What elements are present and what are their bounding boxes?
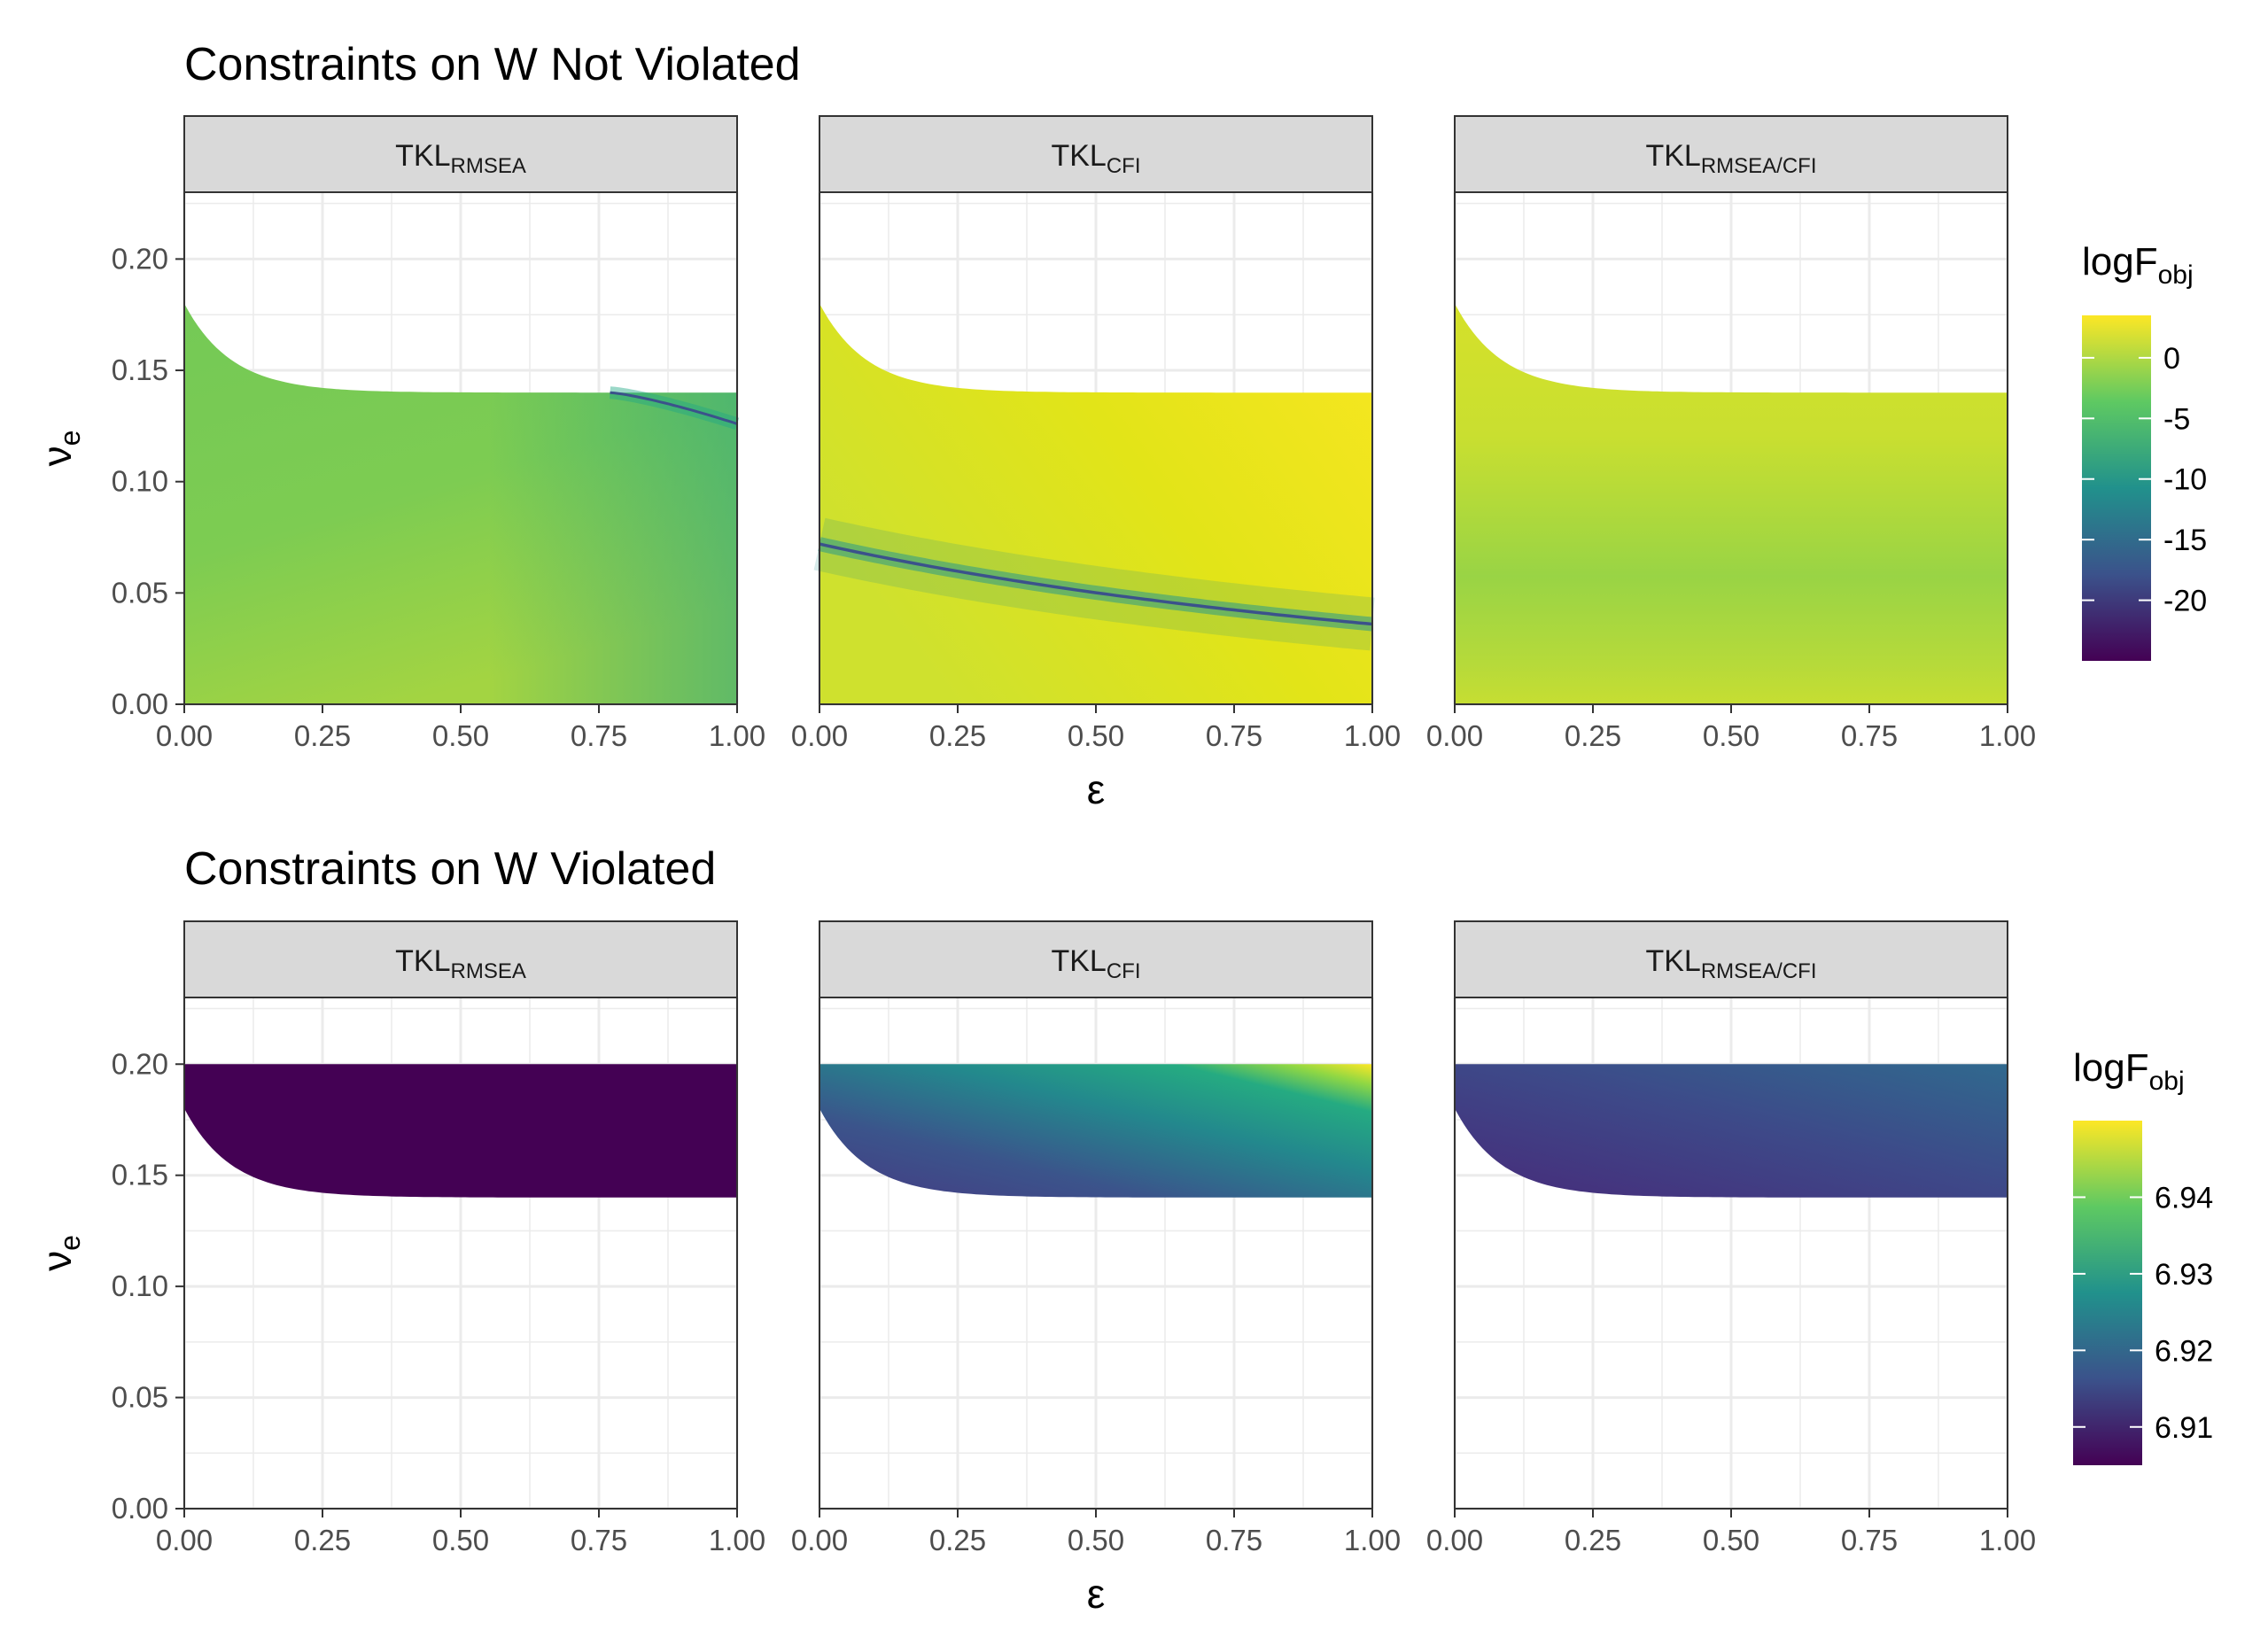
x-axis-title: ε (1087, 766, 1106, 812)
x-tick-label: 0.75 (571, 1524, 627, 1556)
x-tick-label: 0.75 (1841, 719, 1898, 752)
legend-tick-label: 6.91 (2155, 1411, 2213, 1445)
y-tick-label: 0.10 (112, 1269, 168, 1302)
y-tick-label: 0.20 (112, 242, 168, 275)
heatmap-surface (184, 1064, 737, 1198)
x-tick-label: 0.75 (1841, 1524, 1898, 1556)
heatmap-surface (819, 1064, 1372, 1198)
x-tick-label: 0.25 (294, 1524, 351, 1556)
y-tick-label: 0.00 (112, 687, 168, 720)
y-axis-title: νe (34, 1235, 86, 1271)
legend-tick-label: 0 (2163, 342, 2180, 376)
y-tick-label: 0.15 (112, 1159, 168, 1191)
x-tick-label: 0.50 (1703, 1524, 1759, 1556)
x-tick-label: 1.00 (709, 719, 765, 752)
x-tick-label: 0.00 (1426, 719, 1483, 752)
y-tick-label: 0.10 (112, 465, 168, 498)
x-tick-label: 0.50 (1068, 719, 1124, 752)
row-title: Constraints on W Violated (184, 843, 716, 895)
y-tick-label: 0.20 (112, 1047, 168, 1080)
x-tick-label: 0.25 (1565, 1524, 1621, 1556)
x-tick-label: 1.00 (1344, 1524, 1401, 1556)
legend-colorbar (2082, 315, 2151, 661)
legend-tick-label: 6.92 (2155, 1334, 2213, 1368)
x-tick-label: 1.00 (1979, 1524, 2036, 1556)
heatmap-surface (1455, 1064, 2008, 1198)
x-tick-label: 1.00 (709, 1524, 765, 1556)
x-tick-label: 0.50 (1703, 719, 1759, 752)
x-tick-label: 0.25 (929, 719, 986, 752)
x-tick-label: 0.00 (1426, 1524, 1483, 1556)
y-tick-label: 0.15 (112, 353, 168, 386)
x-tick-label: 1.00 (1979, 719, 2036, 752)
x-tick-label: 0.75 (1206, 719, 1262, 752)
legend-tick-label: 6.94 (2155, 1181, 2213, 1215)
x-tick-label: 0.50 (432, 1524, 489, 1556)
x-tick-label: 1.00 (1344, 719, 1401, 752)
x-tick-label: 0.25 (1565, 719, 1621, 752)
legend-tick-label: -15 (2163, 524, 2207, 557)
y-tick-label: 0.05 (112, 1381, 168, 1414)
x-tick-label: 0.25 (294, 719, 351, 752)
legend-tick-label: -5 (2163, 402, 2190, 436)
y-tick-label: 0.00 (112, 1492, 168, 1525)
x-tick-label: 0.50 (432, 719, 489, 752)
y-tick-label: 0.05 (112, 576, 168, 609)
legend-tick-label: 6.93 (2155, 1258, 2213, 1292)
legend-title: logFobj (2073, 1046, 2185, 1096)
x-tick-label: 0.00 (791, 1524, 848, 1556)
x-tick-label: 0.00 (156, 1524, 213, 1556)
y-axis-title: νe (34, 431, 86, 467)
x-tick-label: 0.00 (156, 719, 213, 752)
x-tick-label: 0.75 (1206, 1524, 1262, 1556)
legend-title: logFobj (2082, 240, 2194, 290)
legend-tick-label: -20 (2163, 585, 2207, 618)
legend-tick-label: -10 (2163, 463, 2207, 497)
row-title: Constraints on W Not Violated (184, 39, 801, 90)
x-tick-label: 0.50 (1068, 1524, 1124, 1556)
x-tick-label: 0.25 (929, 1524, 986, 1556)
x-axis-title: ε (1087, 1571, 1106, 1617)
legend-colorbar (2073, 1121, 2142, 1465)
x-tick-label: 0.00 (791, 719, 848, 752)
x-tick-label: 0.75 (571, 719, 627, 752)
